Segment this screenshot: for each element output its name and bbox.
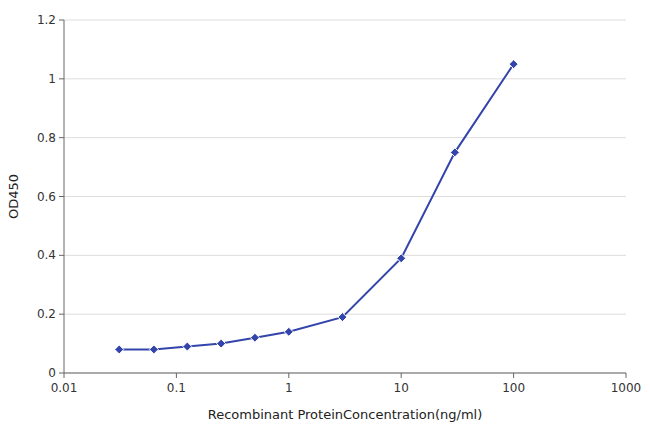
point <box>250 333 259 342</box>
y-tick-label: 0.6 <box>37 190 56 204</box>
x-tick <box>401 373 402 378</box>
grid-line <box>64 196 626 197</box>
line <box>119 64 513 349</box>
point <box>450 148 459 157</box>
point <box>149 345 158 354</box>
y-tick <box>59 255 64 256</box>
x-axis-label: Recombinant ProteinConcentration(ng/ml) <box>208 407 483 422</box>
y-tick-label: 0.2 <box>37 307 56 321</box>
point <box>509 60 518 69</box>
x-tick-label: 0.1 <box>167 381 186 395</box>
y-axis-label: OD450 <box>6 174 21 219</box>
x-tick-label: 100 <box>502 381 525 395</box>
y-tick-label: 0.8 <box>37 131 56 145</box>
y-tick <box>59 137 64 138</box>
grid-line <box>64 373 626 374</box>
chart: 0.01 0.1 1 10 100 1000 0 0.2 0.4 0.6 0.8 1 1.2 Recomb… <box>0 0 650 433</box>
y-tick-label: 0.4 <box>37 248 56 262</box>
y-tick <box>59 373 64 374</box>
point <box>338 313 347 322</box>
x-tick-label: 0.01 <box>51 381 78 395</box>
y-tick <box>59 196 64 197</box>
x-tick <box>64 373 65 378</box>
y-tick-label: 1 <box>48 72 56 86</box>
point <box>183 342 192 351</box>
x-tick <box>288 373 289 378</box>
y-tick <box>59 20 64 21</box>
x-tick <box>626 373 627 378</box>
grid-line <box>64 137 626 138</box>
y-tick-label: 1.2 <box>37 13 56 27</box>
y-tick <box>59 314 64 315</box>
y-tick <box>59 78 64 79</box>
grid-line <box>64 20 626 21</box>
x-axis-line <box>64 373 626 374</box>
grid-line <box>64 255 626 256</box>
axes: 0.01 0.1 1 10 100 1000 0 0.2 0.4 0.6 0.8 1 1.2 <box>37 13 641 395</box>
x-tick-label: 1000 <box>611 381 642 395</box>
x-tick <box>176 373 177 378</box>
x-tick-label: 1 <box>285 381 293 395</box>
point <box>217 339 226 348</box>
point <box>284 327 293 336</box>
y-tick-label: 0 <box>48 366 56 380</box>
x-tick-label: 10 <box>394 381 409 395</box>
grid <box>64 20 626 373</box>
point <box>397 254 406 263</box>
point <box>115 345 124 354</box>
grid-line <box>64 78 626 79</box>
x-tick <box>513 373 514 378</box>
series <box>115 60 518 354</box>
